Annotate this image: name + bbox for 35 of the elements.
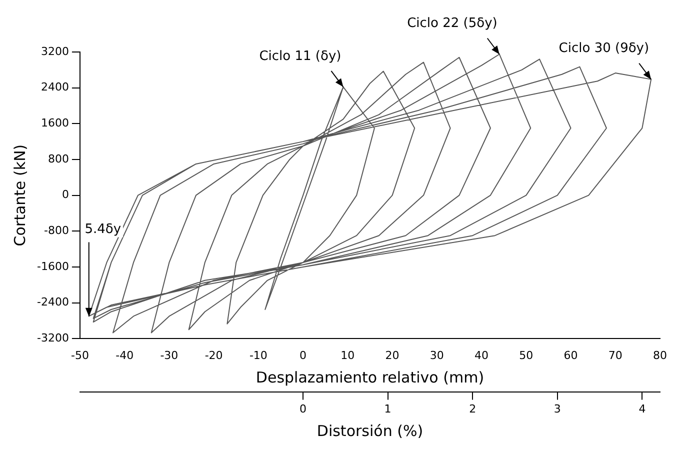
x-tick-label: -40 xyxy=(116,349,134,362)
x-tick-label: 80 xyxy=(653,349,667,362)
annotation: Ciclo 11 (δy) xyxy=(259,48,342,64)
x-tick-label: 10 xyxy=(340,349,355,362)
x-tick-label: 30 xyxy=(430,349,444,362)
annotation: Ciclo 22 (5δy) xyxy=(407,16,498,32)
x-tick-label: 40 xyxy=(474,349,489,362)
y-tick-label: 800 xyxy=(48,152,69,166)
x-tick-label: -10 xyxy=(249,349,268,362)
y-axis-title: Cortante (kN) xyxy=(10,144,29,246)
y-tick-label: -2400 xyxy=(36,296,69,309)
x2-tick-label: 2 xyxy=(469,402,476,416)
y-tick-label: 2400 xyxy=(40,80,69,94)
x-tick-label: 20 xyxy=(385,349,400,362)
x-tick-label: -50 xyxy=(70,349,89,362)
x-tick-label: 50 xyxy=(519,349,534,362)
y-tick-label: -800 xyxy=(44,224,69,237)
x2-tick-label: 1 xyxy=(384,402,392,416)
x-tick-label: -30 xyxy=(160,349,178,362)
x2-tick-label: 0 xyxy=(299,402,306,416)
x-tick-label: 70 xyxy=(608,349,622,362)
x-tick-label: 60 xyxy=(564,349,578,362)
y-tick-label: -1600 xyxy=(36,260,69,273)
x-tick-label: -20 xyxy=(204,349,223,362)
y-tick-label: -3200 xyxy=(36,331,69,344)
x-tick-label: 0 xyxy=(300,349,307,362)
y-tick-label: 0 xyxy=(62,188,69,202)
x2-axis-title: Distorsión (%) xyxy=(316,422,424,440)
y-tick-label: 1600 xyxy=(40,116,69,130)
x2-tick-label: 3 xyxy=(554,402,561,416)
annotation: 5.4δy xyxy=(84,222,122,238)
annotation: Ciclo 30 (9δy) xyxy=(558,41,650,56)
x-axis-title: Desplazamiento relativo (mm) xyxy=(256,368,484,387)
y-tick-label: 3200 xyxy=(40,44,69,58)
x2-tick-label: 4 xyxy=(638,402,646,416)
